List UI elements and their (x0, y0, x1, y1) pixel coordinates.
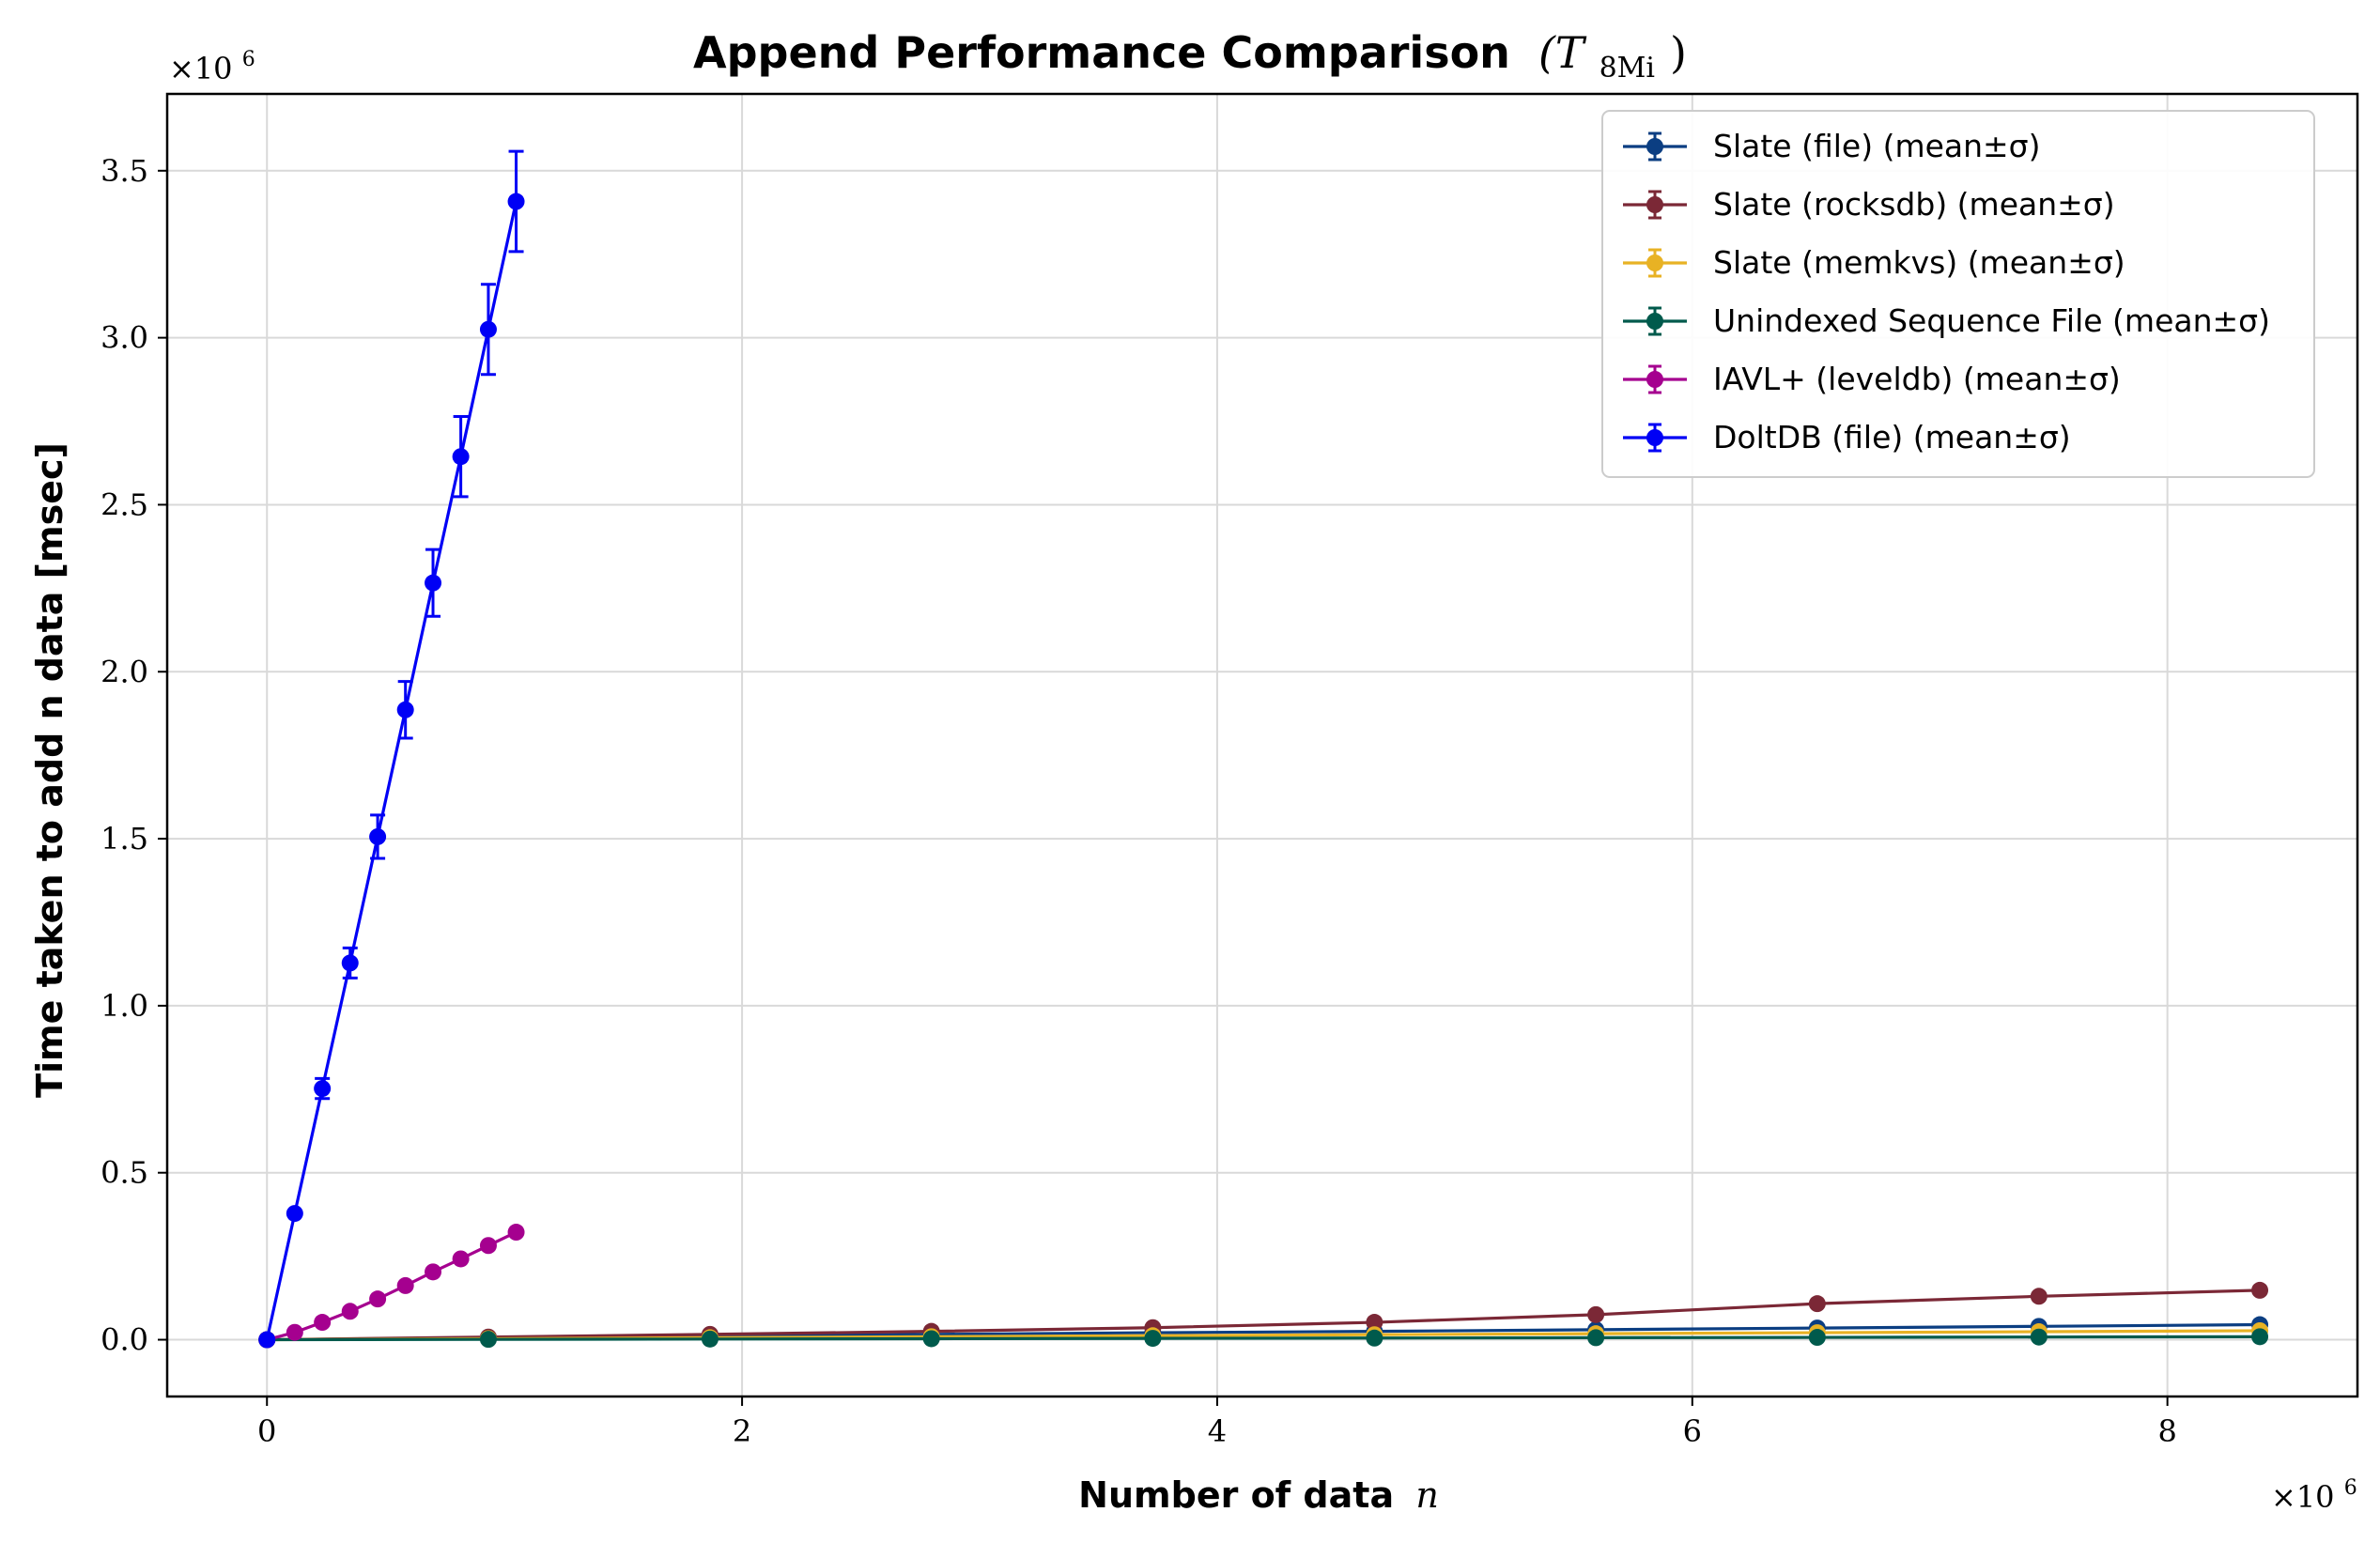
data-point (369, 827, 387, 845)
data-point (286, 1323, 303, 1341)
data-point (2251, 1328, 2269, 1346)
legend-label: Slate (rocksdb) (mean±σ) (1713, 186, 2115, 223)
data-point (425, 1263, 442, 1281)
chart-title-text: Append Performance Comparison (693, 27, 1510, 78)
chart-title-math-close: ) (1670, 27, 1687, 78)
series-4 (258, 1224, 525, 1349)
data-point (452, 1250, 470, 1268)
legend-marker (1646, 196, 1663, 213)
data-point (1587, 1305, 1605, 1323)
data-point (2030, 1288, 2048, 1305)
y-multiplier-base: ×10 (169, 51, 233, 86)
data-point (396, 1276, 414, 1294)
data-point (258, 1331, 276, 1349)
legend-item: DoltDB (file) (mean±σ) (1623, 419, 2071, 455)
data-point (396, 701, 414, 718)
legend-marker (1646, 429, 1663, 446)
x-axis-title-text: Number of data (1078, 1474, 1394, 1516)
y-tick-label: 2.0 (100, 654, 148, 689)
series-layer (258, 149, 2269, 1349)
legend-marker (1646, 371, 1663, 388)
x-multiplier-exp: 6 (2344, 1476, 2357, 1500)
y-tick-label: 0.5 (100, 1155, 148, 1191)
y-multiplier-exp: 6 (242, 48, 255, 71)
legend-item: IAVL+ (leveldb) (mean±σ) (1623, 361, 2121, 397)
grid (167, 94, 2357, 1396)
series-line (267, 1335, 2261, 1342)
legend-marker (1646, 313, 1663, 330)
chart-title: Append Performance Comparison (T 8Mi ) (693, 27, 1687, 87)
plot-frame (165, 92, 2359, 1398)
data-point (341, 954, 359, 972)
y-tick-label: 2.5 (100, 486, 148, 522)
x-tick-label: 6 (1683, 1413, 1702, 1449)
chart-title-math: (T (1538, 27, 1587, 78)
legend-item: Unindexed Sequence File (mean±σ) (1623, 302, 2270, 339)
x-tick-label: 8 (2157, 1413, 2176, 1449)
series-line (266, 1230, 518, 1342)
legend-marker (1646, 255, 1663, 271)
x-axis-multiplier: ×10 6 (2271, 1476, 2357, 1515)
data-point (452, 448, 470, 466)
y-tick-label: 1.0 (100, 988, 148, 1024)
data-point (1366, 1329, 1383, 1347)
x-axis-title-var: n (1415, 1474, 1438, 1516)
x-tick-label: 4 (1208, 1413, 1227, 1449)
legend-label: Slate (file) (mean±σ) (1713, 128, 2040, 164)
data-point (341, 1303, 359, 1320)
series-line (267, 1288, 2261, 1342)
x-axis-title: Number of data n (1078, 1474, 1439, 1516)
data-point (2251, 1281, 2269, 1299)
data-point (1366, 1314, 1383, 1332)
data-point (1144, 1330, 1162, 1348)
y-tick-label: 3.5 (100, 153, 148, 189)
data-point (701, 1330, 719, 1348)
y-tick-label: 1.5 (100, 821, 148, 856)
x-multiplier-base: ×10 (2271, 1479, 2335, 1515)
axis-ticks: 0 2 4 6 8 0.0 0.5 1.0 1.5 2.0 2.5 3.0 3.5 (100, 153, 2177, 1449)
data-point (922, 1330, 940, 1348)
chart-title-math-sub: 8Mi (1600, 52, 1655, 85)
data-point (2030, 1328, 2048, 1346)
data-point (1808, 1295, 1826, 1313)
data-point (479, 1331, 497, 1349)
legend-label: IAVL+ (leveldb) (mean±σ) (1713, 361, 2121, 397)
legend-item: Slate (rocksdb) (mean±σ) (1623, 186, 2115, 223)
data-point (507, 1224, 525, 1242)
y-tick-label: 3.0 (100, 320, 148, 356)
data-point (314, 1080, 332, 1098)
data-point (479, 320, 497, 338)
data-point (425, 574, 442, 592)
y-tick-label: 0.0 (100, 1322, 148, 1358)
data-point (314, 1314, 332, 1332)
data-point (507, 193, 525, 210)
legend-label: DoltDB (file) (mean±σ) (1713, 419, 2071, 455)
legend-marker (1646, 138, 1663, 155)
legend: Slate (file) (mean±σ) Slate (rocksdb) (me… (1601, 110, 2315, 478)
series-5 (258, 149, 525, 1349)
series-line (265, 201, 518, 1340)
x-tick-label: 2 (733, 1413, 751, 1449)
legend-label: Unindexed Sequence File (mean±σ) (1713, 302, 2270, 339)
data-point (479, 1237, 497, 1255)
legend-item: Slate (memkvs) (mean±σ) (1623, 244, 2125, 281)
data-point (286, 1205, 303, 1223)
legend-item: Slate (file) (mean±σ) (1623, 128, 2040, 164)
legend-box (1601, 110, 2315, 478)
data-point (1808, 1329, 1826, 1347)
y-axis-title: Time taken to add n data [msec] (29, 442, 70, 1098)
y-axis-multiplier: ×10 6 (169, 48, 255, 86)
x-tick-label: 0 (257, 1413, 276, 1449)
data-point (1587, 1329, 1605, 1347)
data-point (369, 1290, 387, 1308)
legend-label: Slate (memkvs) (mean±σ) (1713, 244, 2125, 281)
